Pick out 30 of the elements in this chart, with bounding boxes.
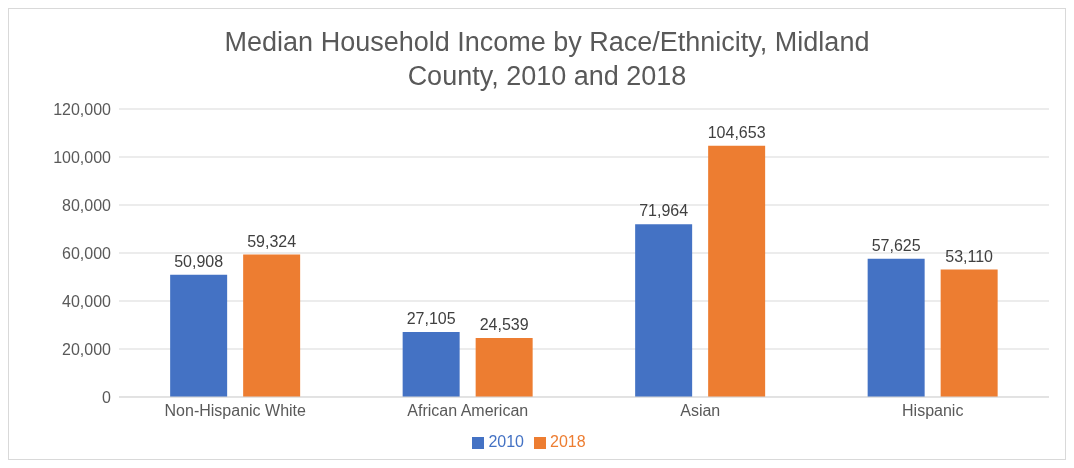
- data-label: 104,653: [707, 123, 766, 141]
- bar: [170, 274, 228, 397]
- bar: [708, 145, 766, 397]
- legend-label: 2018: [550, 433, 586, 450]
- x-tick-label: African American: [407, 402, 529, 420]
- data-label: 27,105: [406, 309, 456, 327]
- data-label: 53,110: [945, 247, 994, 265]
- bar: [635, 224, 693, 397]
- y-tick-label: 40,000: [62, 292, 112, 310]
- bar: [867, 258, 925, 397]
- y-tick-label: 0: [102, 388, 112, 406]
- y-tick-label: 80,000: [62, 196, 112, 214]
- bar: [940, 269, 998, 397]
- legend-label: 2010: [488, 433, 524, 450]
- data-label: 24,539: [479, 316, 529, 334]
- chart-title: Median Household Income by Race/Ethnicity, Midland County, 2010 and 2018: [223, 26, 871, 93]
- data-label: 50,908: [174, 252, 224, 270]
- bar: [402, 331, 460, 397]
- y-tick-label: 100,000: [53, 148, 112, 166]
- y-tick-label: 120,000: [53, 100, 112, 118]
- x-tick-label: Hispanic: [902, 402, 964, 420]
- y-tick-label: 60,000: [62, 244, 112, 262]
- x-tick-label: Non-Hispanic White: [164, 402, 307, 420]
- x-tick-label: Asian: [680, 402, 721, 420]
- bar: [243, 254, 301, 397]
- data-label: 71,964: [639, 202, 689, 220]
- y-tick-label: 20,000: [62, 340, 112, 358]
- data-label: 59,324: [247, 232, 297, 250]
- bar: [475, 338, 533, 397]
- data-label: 57,625: [871, 236, 921, 254]
